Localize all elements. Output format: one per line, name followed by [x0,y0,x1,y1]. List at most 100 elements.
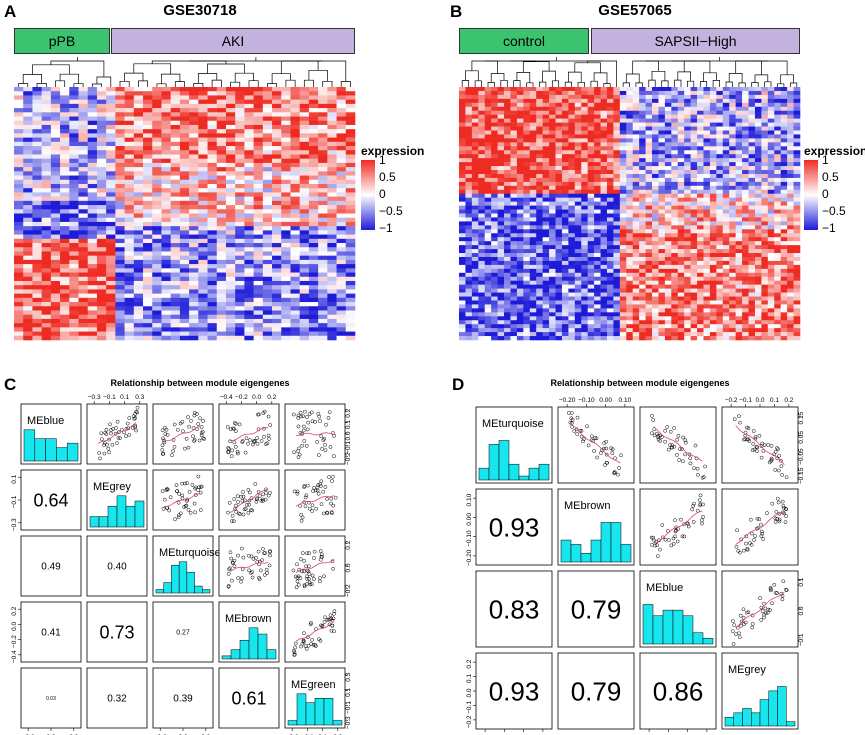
heatmap-cell [606,87,614,92]
heatmap-cell [327,137,337,143]
heatmap-cell [170,335,181,341]
heatmap-cell [542,114,550,119]
heatmap-cell [639,197,646,202]
heatmap-cell [207,196,218,202]
heatmap-cell [542,280,550,285]
heatmap-cell [179,133,190,138]
heatmap-cell [716,181,724,187]
heatmap-cell [652,320,659,325]
heatmap-cell [290,209,301,214]
heatmap-cell [50,171,61,176]
heatmap-cell [716,150,724,155]
heatmap-cell [542,221,550,226]
heatmap-cell [658,122,666,127]
heatmap-cell [491,308,498,313]
heatmap-cell [459,158,466,163]
heatmap-cell [516,280,524,285]
heatmap-cell [555,150,563,155]
heatmap-cell [697,185,704,191]
panel-letter-b: B [450,2,463,21]
heatmap-cell [619,316,627,321]
heatmap-cell [60,95,70,100]
heatmap-cell [143,306,153,311]
heatmap-cell [574,106,582,112]
heatmap-cell [516,150,524,155]
heatmap-cell [626,181,634,187]
heatmap-cell [529,217,537,222]
heatmap-cell [703,320,711,325]
heatmap-cell [465,181,473,187]
heatmap-cell [516,320,524,325]
heatmap-cell [626,253,634,258]
heatmap-cell [587,118,595,123]
heatmap-cell [465,197,473,202]
heatmap-cell [198,293,208,299]
heatmap-cell [606,197,614,202]
heatmap-cell [626,264,634,270]
heatmap-cell [491,332,498,337]
heatmap-cell [568,272,576,278]
heatmap-cell [600,336,608,341]
heatmap-cell [198,238,208,244]
heatmap-cell [510,288,518,293]
heatmap-cell [189,112,199,117]
heatmap-cell [189,196,199,202]
heatmap-cell [189,95,199,100]
heatmap-cell [299,289,310,294]
heatmap-cell [327,289,337,294]
heatmap-cell [709,209,717,214]
heatmap-cell [626,134,634,139]
heatmap-cell [189,285,199,290]
heatmap-cell [703,162,711,167]
heatmap-cell [542,328,550,333]
heatmap-cell [115,243,125,248]
heatmap-cell [639,336,646,341]
heatmap-cell [568,308,576,313]
heatmap-cell [225,234,236,240]
heatmap-cell [253,335,264,341]
heatmap-cell [133,331,144,337]
heatmap-cell [69,297,79,303]
heatmap-cell [690,134,698,139]
heatmap-cell [542,106,550,112]
heatmap-cell [152,209,162,214]
heatmap-cell [555,292,563,297]
heatmap-cell [652,118,659,123]
heatmap-cell [581,312,588,317]
heatmap-cell [491,106,498,112]
heatmap-cell [523,296,531,301]
heatmap-cell [639,166,646,171]
heatmap-cell [722,296,730,301]
heatmap-cell [115,192,125,197]
heatmap-cell [658,233,666,238]
heatmap-cell [318,297,328,303]
heatmap-cell [697,324,704,329]
heatmap-cell [664,272,672,278]
heatmap-cell [478,233,486,238]
heatmap-cell [549,98,556,104]
heatmap-cell [529,102,537,108]
heatmap-cell [244,108,254,113]
heatmap-cell [198,272,208,278]
heatmap-cell [703,328,711,333]
heatmap-cell [491,217,498,222]
heatmap-cell [684,336,691,341]
heatmap-cell [345,133,356,138]
heatmap-cell [606,328,614,333]
heatmap-cell [216,205,227,210]
heatmap-cell [96,297,107,303]
heatmap-cell [161,302,171,307]
heatmap-cell [600,296,608,301]
heatmap-cell [96,175,107,181]
heatmap-cell [465,87,473,92]
heatmap-cell [189,179,199,185]
heatmap-cell [619,328,627,333]
group-ppb: pPB [14,28,110,54]
heatmap-cell [690,237,698,242]
heatmap-cell [504,328,511,333]
heatmap-cell [536,284,543,289]
heatmap-cell [161,327,171,332]
heatmap-cell [478,150,486,155]
heatmap-cell [639,221,646,226]
heatmap-cell [639,253,646,258]
